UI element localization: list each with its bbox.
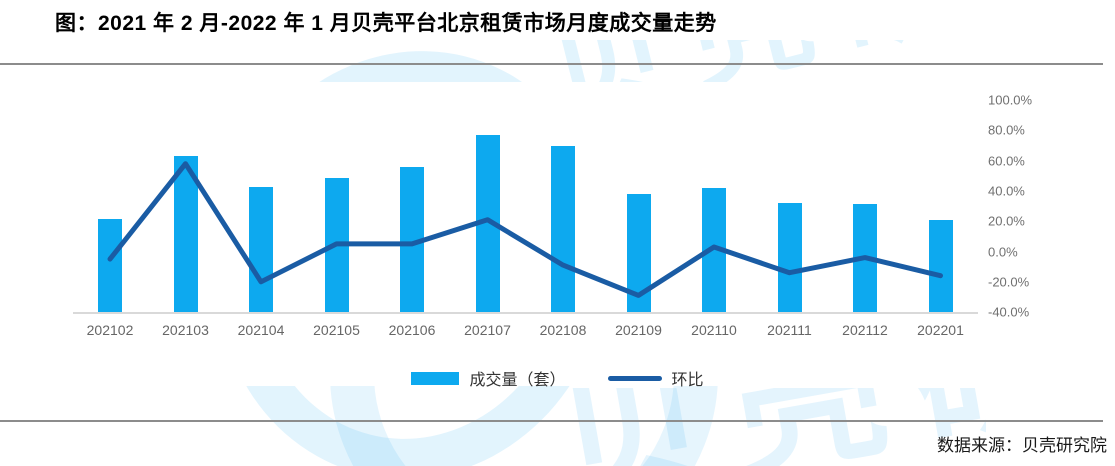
x-label-202106: 202106 [388,322,436,338]
page-title: 图：2021 年 2 月-2022 年 1 月贝壳平台北京租赁市场月度成交量走势 [55,12,717,35]
x-label-202102: 202102 [86,322,134,338]
x-label-202201: 202201 [917,322,964,338]
x-label-202111: 202111 [767,322,812,338]
legend: 成交量（套） 环比 [0,366,1115,390]
x-label-202105: 202105 [313,322,360,338]
bar-202108 [551,145,575,313]
y-tick-80.0%: 80.0% [988,122,1025,138]
x-label-202112: 202112 [842,322,888,338]
x-label-202104: 202104 [237,322,285,338]
legend-bar-swatch [411,371,460,385]
y-tick-0.0%: 0.0% [988,244,1018,259]
y-tick-20.0%: 20.0% [988,213,1025,229]
y-tick--20.0%: -20.0% [988,274,1030,290]
panel-top-border [0,63,1103,65]
x-label-202103: 202103 [162,322,209,338]
bar-202110 [702,188,726,313]
bar-202109 [626,193,651,313]
bar-202201 [928,220,953,313]
y-tick-60.0%: 60.0% [988,153,1025,169]
bar-202105 [324,177,349,313]
y-tick-100.0%: 100.0% [988,92,1033,108]
line-series-mom [107,161,943,298]
bar-202107 [475,135,500,313]
legend-line-label: 环比 [671,372,704,389]
bar-202102 [98,218,122,313]
bar-202106 [400,167,424,313]
x-label-202107: 202107 [464,322,511,338]
legend-bar-label: 成交量（套） [469,372,566,389]
y-tick--40.0%: -40.0% [988,304,1030,320]
legend-item-volume: 成交量（套） [411,366,566,390]
x-label-202110: 202110 [691,322,737,338]
bar-202104 [249,186,273,313]
bar-202111 [777,202,802,313]
legend-item-mom: 环比 [607,366,704,390]
x-axis-line [73,312,978,314]
legend-line-swatch [607,375,662,381]
panel-bottom-border [0,420,1103,422]
data-source: 数据来源：贝壳研究院 [937,436,1107,455]
x-label-202109: 202109 [615,322,662,338]
bar-202112 [853,204,877,313]
x-label-202108: 202108 [539,322,587,338]
bar-202103 [173,156,198,313]
y-tick-40.0%: 40.0% [988,183,1025,199]
